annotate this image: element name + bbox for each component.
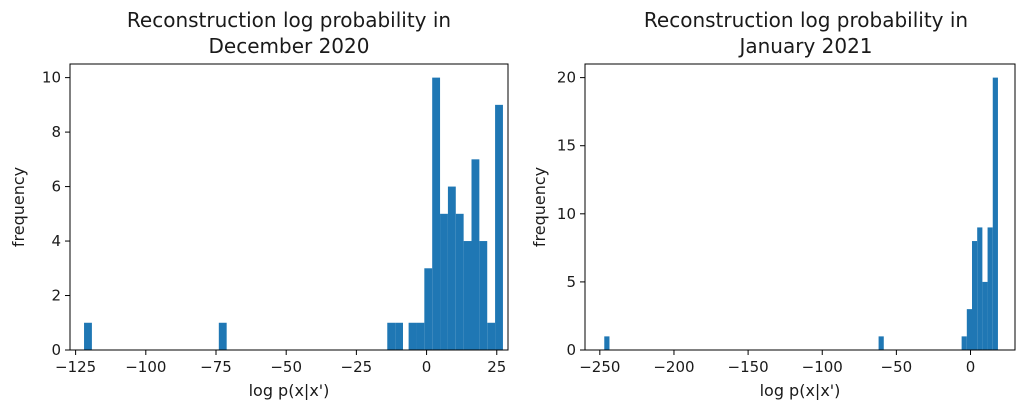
- histogram-bar: [495, 104, 503, 350]
- histogram-bar: [966, 309, 972, 350]
- x-tick-label: 25: [487, 358, 506, 376]
- histogram-bar: [604, 336, 610, 350]
- histogram-bar: [395, 322, 403, 350]
- histogram-bar: [447, 186, 456, 350]
- histogram-bar: [455, 213, 464, 350]
- histogram-bar: [387, 322, 396, 350]
- x-tick-label: −250: [579, 358, 620, 376]
- x-axis-label: log p(x|x'): [760, 381, 841, 400]
- histogram-bars: [84, 77, 503, 350]
- x-tick-label: −150: [728, 358, 769, 376]
- y-tick-label: 10: [557, 205, 576, 223]
- x-axis-ticks: −250 −200 −150 −100 −50 0: [579, 350, 975, 376]
- x-tick-label: −200: [653, 358, 694, 376]
- histogram-bar: [977, 227, 983, 350]
- x-tick-label: 0: [966, 358, 976, 376]
- y-tick-label: 8: [51, 123, 61, 141]
- histogram-bar: [992, 77, 998, 350]
- chart-title-line-1: Reconstruction log probability in: [127, 8, 451, 32]
- histogram-bar: [440, 213, 448, 350]
- histogram-bar: [424, 268, 433, 350]
- chart-title-line-2: January 2021: [737, 34, 872, 58]
- x-tick-label: −125: [55, 358, 96, 376]
- x-axis-label: log p(x|x'): [249, 381, 330, 400]
- x-tick-label: −50: [270, 358, 302, 376]
- histogram-bar: [471, 159, 480, 350]
- y-tick-label: 4: [51, 232, 61, 250]
- y-tick-label: 0: [566, 341, 576, 359]
- x-tick-label: −100: [802, 358, 843, 376]
- chart-january-2021: Reconstruction log probability in Januar…: [530, 8, 1016, 400]
- y-axis-label: frequency: [9, 167, 28, 247]
- y-tick-label: 6: [51, 178, 61, 196]
- histogram-bar: [961, 336, 967, 350]
- plot-frame: [584, 63, 1016, 351]
- histogram-bar: [982, 281, 988, 350]
- y-tick-label: 0: [51, 341, 61, 359]
- histogram-bar: [218, 322, 227, 350]
- y-axis-label: frequency: [530, 167, 549, 247]
- histogram-bars: [604, 77, 998, 350]
- chart-december-2020: Reconstruction log probability in Decemb…: [9, 8, 509, 400]
- y-tick-label: 15: [557, 137, 576, 155]
- x-axis-ticks: −125 −100 −75 −50 −25 0 25: [55, 350, 506, 376]
- histogram-bar: [972, 241, 978, 350]
- histogram-bar: [84, 322, 92, 350]
- histogram-bar: [479, 241, 488, 350]
- x-tick-label: −75: [200, 358, 232, 376]
- y-tick-label: 5: [566, 273, 576, 291]
- histogram-bar: [432, 77, 441, 350]
- x-tick-label: −50: [881, 358, 913, 376]
- histogram-bar: [487, 322, 496, 350]
- x-tick-label: −100: [125, 358, 166, 376]
- histogram-bar: [416, 322, 425, 350]
- x-tick-label: 0: [422, 358, 432, 376]
- y-tick-label: 10: [42, 69, 61, 87]
- histogram-bar: [987, 227, 993, 350]
- y-axis-ticks: 0 5 10 15 20: [557, 69, 585, 359]
- plot-frame: [69, 63, 509, 351]
- histogram-bar: [408, 322, 417, 350]
- histogram-bar: [878, 336, 884, 350]
- y-axis-ticks: 0 2 4 6 8 10: [42, 69, 70, 359]
- histogram-bar: [463, 241, 472, 350]
- chart-title-line-1: Reconstruction log probability in: [644, 8, 968, 32]
- chart-title-line-2: December 2020: [209, 34, 370, 58]
- y-tick-label: 20: [557, 69, 576, 87]
- x-tick-label: −25: [341, 358, 373, 376]
- y-tick-label: 2: [51, 287, 61, 305]
